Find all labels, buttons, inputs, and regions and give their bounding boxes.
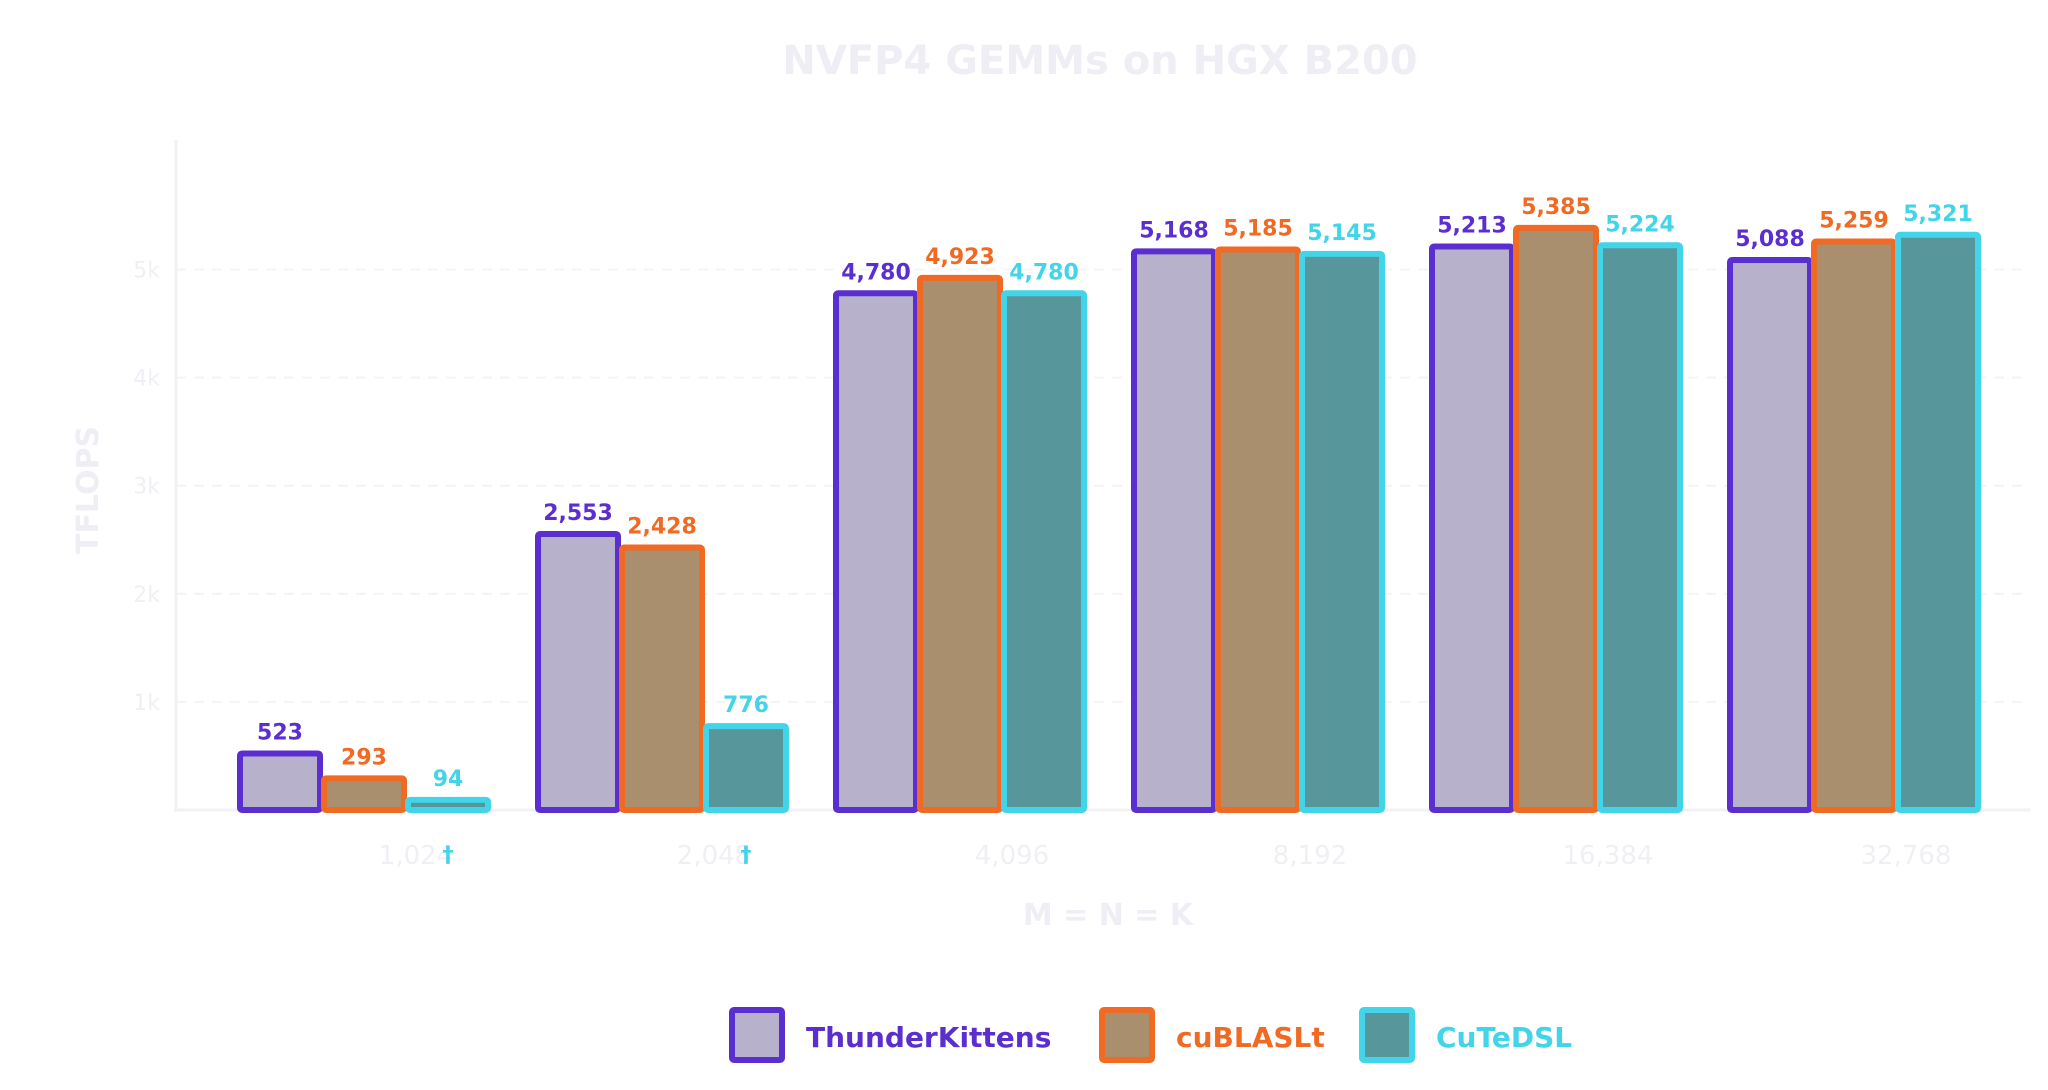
legend-item: CuTeDSL bbox=[1359, 1007, 1572, 1063]
data-label: 776 bbox=[723, 693, 769, 718]
data-label: 5,145 bbox=[1307, 221, 1377, 246]
x-tick-label: 16,384 bbox=[1563, 841, 1654, 871]
data-label: 94 bbox=[433, 767, 464, 792]
bar bbox=[833, 290, 919, 814]
annotation-dagger: † bbox=[741, 843, 752, 868]
chart-title: NVFP4 GEMMs on HGX B200 bbox=[782, 38, 1417, 84]
x-tick-label: 1,024 bbox=[379, 841, 453, 871]
data-label: 5,224 bbox=[1605, 212, 1675, 237]
legend-item: cuBLASLt bbox=[1099, 1007, 1325, 1063]
bar bbox=[405, 796, 491, 814]
data-label: 4,780 bbox=[841, 260, 911, 285]
bar bbox=[237, 750, 323, 813]
bar bbox=[1513, 224, 1599, 814]
y-tick-label: 1k bbox=[133, 691, 160, 716]
legend-swatch bbox=[1099, 1007, 1155, 1063]
y-tick-label: 2k bbox=[133, 583, 160, 608]
data-label: 2,553 bbox=[543, 501, 613, 526]
bar bbox=[619, 544, 705, 813]
bar bbox=[1299, 250, 1385, 813]
data-label: 5,259 bbox=[1819, 209, 1889, 234]
data-label: 5,088 bbox=[1735, 227, 1805, 252]
data-label: 4,923 bbox=[925, 245, 995, 270]
legend-swatch bbox=[729, 1007, 785, 1063]
data-label: 523 bbox=[257, 720, 303, 745]
bar bbox=[917, 274, 1003, 813]
data-label: 5,213 bbox=[1437, 213, 1507, 238]
legend-item: ThunderKittens bbox=[729, 1007, 1051, 1063]
legend-label: CuTeDSL bbox=[1436, 1021, 1572, 1054]
legend-label: cuBLASLt bbox=[1176, 1021, 1325, 1054]
bar bbox=[1895, 231, 1981, 813]
bar bbox=[1727, 256, 1813, 814]
grid bbox=[176, 268, 2030, 703]
x-axis-ticks: 1,024 2,048 4,096 8,192 16,384 32,768 † † bbox=[379, 841, 1952, 871]
legend: ThunderKittens cuBLASLt CuTeDSL bbox=[729, 1007, 1572, 1063]
bar bbox=[1597, 242, 1683, 814]
data-label: 4,780 bbox=[1009, 260, 1079, 285]
bar bbox=[1131, 248, 1217, 814]
y-tick-label: 3k bbox=[133, 475, 160, 500]
bar bbox=[321, 775, 407, 814]
annotation-dagger: † bbox=[443, 843, 454, 868]
bar bbox=[703, 723, 789, 813]
y-axis-ticks: 1k 2k 3k 4k 5k bbox=[133, 259, 160, 716]
y-axis-label: TFLOPS bbox=[71, 426, 106, 554]
data-label: 293 bbox=[341, 745, 387, 770]
data-label: 5,385 bbox=[1521, 195, 1591, 220]
bar bbox=[1429, 243, 1515, 814]
y-tick-label: 4k bbox=[133, 367, 160, 392]
value-labels: 523 293 94 2,553 2,428 776 4,780 4,923 4,780 5,16… bbox=[257, 195, 1973, 792]
y-tick-label: 5k bbox=[133, 259, 160, 284]
data-label: 5,321 bbox=[1903, 202, 1973, 227]
x-tick-label: 8,192 bbox=[1273, 841, 1347, 871]
bar bbox=[1811, 238, 1897, 814]
data-label: 2,428 bbox=[627, 515, 697, 540]
bars bbox=[237, 224, 1981, 814]
x-tick-label: 32,768 bbox=[1861, 841, 1952, 871]
x-axis-label: M = N = K bbox=[1023, 898, 1195, 933]
data-label: 5,168 bbox=[1139, 218, 1209, 243]
bar bbox=[1215, 246, 1301, 813]
data-label: 5,185 bbox=[1223, 217, 1293, 242]
x-tick-label: 2,048 bbox=[677, 841, 751, 871]
bar bbox=[1001, 290, 1087, 814]
legend-label: ThunderKittens bbox=[806, 1021, 1051, 1054]
legend-swatch bbox=[1359, 1007, 1415, 1063]
x-tick-label: 4,096 bbox=[975, 841, 1049, 871]
bar bbox=[535, 531, 621, 813]
